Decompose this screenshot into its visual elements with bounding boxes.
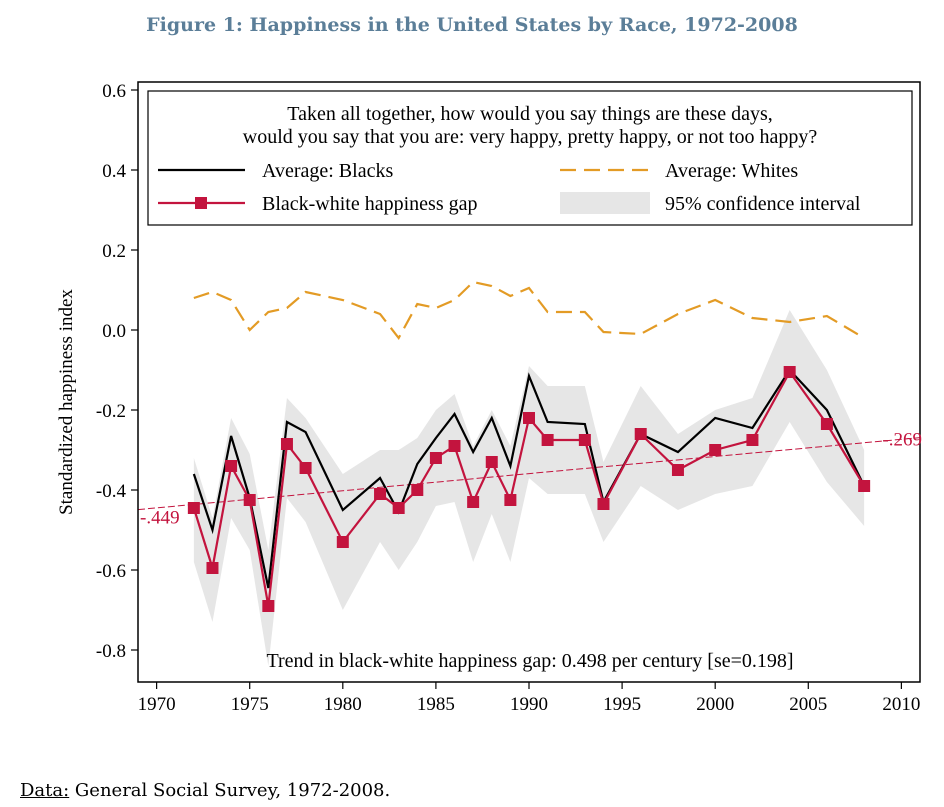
gap-marker	[597, 498, 610, 510]
legend-swatch-gap-marker	[195, 197, 207, 209]
gap-marker	[820, 418, 833, 430]
gap-marker	[374, 488, 387, 500]
x-tick-label: 1985	[417, 694, 455, 715]
gap-marker	[634, 428, 647, 440]
trend-start-label: -.449	[140, 508, 180, 529]
gap-marker	[392, 502, 405, 514]
legend-box	[147, 90, 913, 226]
gap-marker	[485, 456, 498, 468]
gap-marker	[467, 496, 480, 508]
x-tick-label: 1995	[603, 694, 641, 715]
x-tick-label: 2000	[696, 694, 734, 715]
legend-label-ci: 95% confidence interval	[665, 193, 861, 215]
data-source-label: Data:	[20, 780, 70, 801]
gap-marker	[783, 366, 796, 378]
legend-question-line: Taken all together, how would you say th…	[287, 103, 772, 125]
data-source-text: General Social Survey, 1972-2008.	[69, 780, 391, 801]
figure-title: Figure 1: Happiness in the United States…	[146, 14, 798, 36]
gap-marker	[504, 494, 517, 506]
y-tick-label: -0.6	[96, 561, 126, 582]
y-tick-label: 0.0	[102, 321, 126, 342]
gap-marker	[448, 440, 461, 452]
y-tick-label: -0.2	[96, 401, 126, 422]
data-source-note: Data: General Social Survey, 1972-2008.	[20, 780, 390, 801]
y-axis-label: Standardized happiness index	[56, 289, 77, 515]
plot-frame	[137, 81, 921, 683]
y-tick-label: 0.4	[102, 161, 126, 182]
gap-marker	[746, 434, 759, 446]
x-tick-label: 1975	[231, 694, 269, 715]
y-tick-label: 0.6	[102, 81, 126, 102]
series-layer	[137, 280, 921, 612]
gap-marker	[243, 494, 256, 506]
legend-label-blacks: Average: Blacks	[262, 160, 393, 182]
x-tick-label: 1990	[510, 694, 548, 715]
legend: Taken all together, how would you say th…	[147, 90, 913, 226]
legend-swatch-ci	[560, 192, 650, 214]
confidence-band-layer	[193, 310, 865, 666]
gap-marker	[671, 464, 684, 476]
gap-marker	[262, 600, 275, 612]
axis-layer: 1970 1975 1980 1985 1990 1995 2000 2005 2010 0.6 0…	[56, 81, 920, 715]
y-tick-label: -0.8	[96, 641, 126, 662]
gap-marker	[709, 444, 722, 456]
gap-marker	[429, 452, 442, 464]
gap-marker	[858, 480, 871, 492]
x-tick-label: 2005	[789, 694, 827, 715]
gap-marker	[206, 562, 219, 574]
chart-text-layer: Trend in black-white happiness gap: 0.49…	[140, 430, 922, 672]
gap-marker	[280, 438, 293, 450]
confidence-interval-band	[193, 310, 865, 666]
legend-question-line: would you say that you are: very happy, …	[243, 126, 818, 148]
x-tick-label: 1980	[324, 694, 362, 715]
series-line-blacks	[192, 368, 866, 589]
gap-marker	[299, 462, 312, 474]
legend-label-gap: Black-white happiness gap	[262, 193, 478, 215]
y-tick-label: 0.2	[102, 241, 126, 262]
gap-marker	[541, 434, 554, 446]
x-tick-label: 2010	[882, 694, 920, 715]
trend-annotation: Trend in black-white happiness gap: 0.49…	[266, 650, 793, 672]
gap-marker	[523, 412, 535, 424]
legend-label-whites: Average: Whites	[665, 160, 798, 182]
series-line-whites	[193, 280, 865, 340]
x-tick-label: 1970	[138, 694, 176, 715]
gap-marker	[578, 434, 591, 446]
gap-marker	[336, 536, 349, 548]
gap-marker	[187, 502, 200, 514]
gap-marker	[411, 484, 424, 496]
trend-end-label: -.269	[882, 430, 922, 451]
y-tick-label: -0.4	[96, 481, 127, 502]
trend-line	[137, 437, 921, 511]
gap-marker	[225, 460, 238, 472]
